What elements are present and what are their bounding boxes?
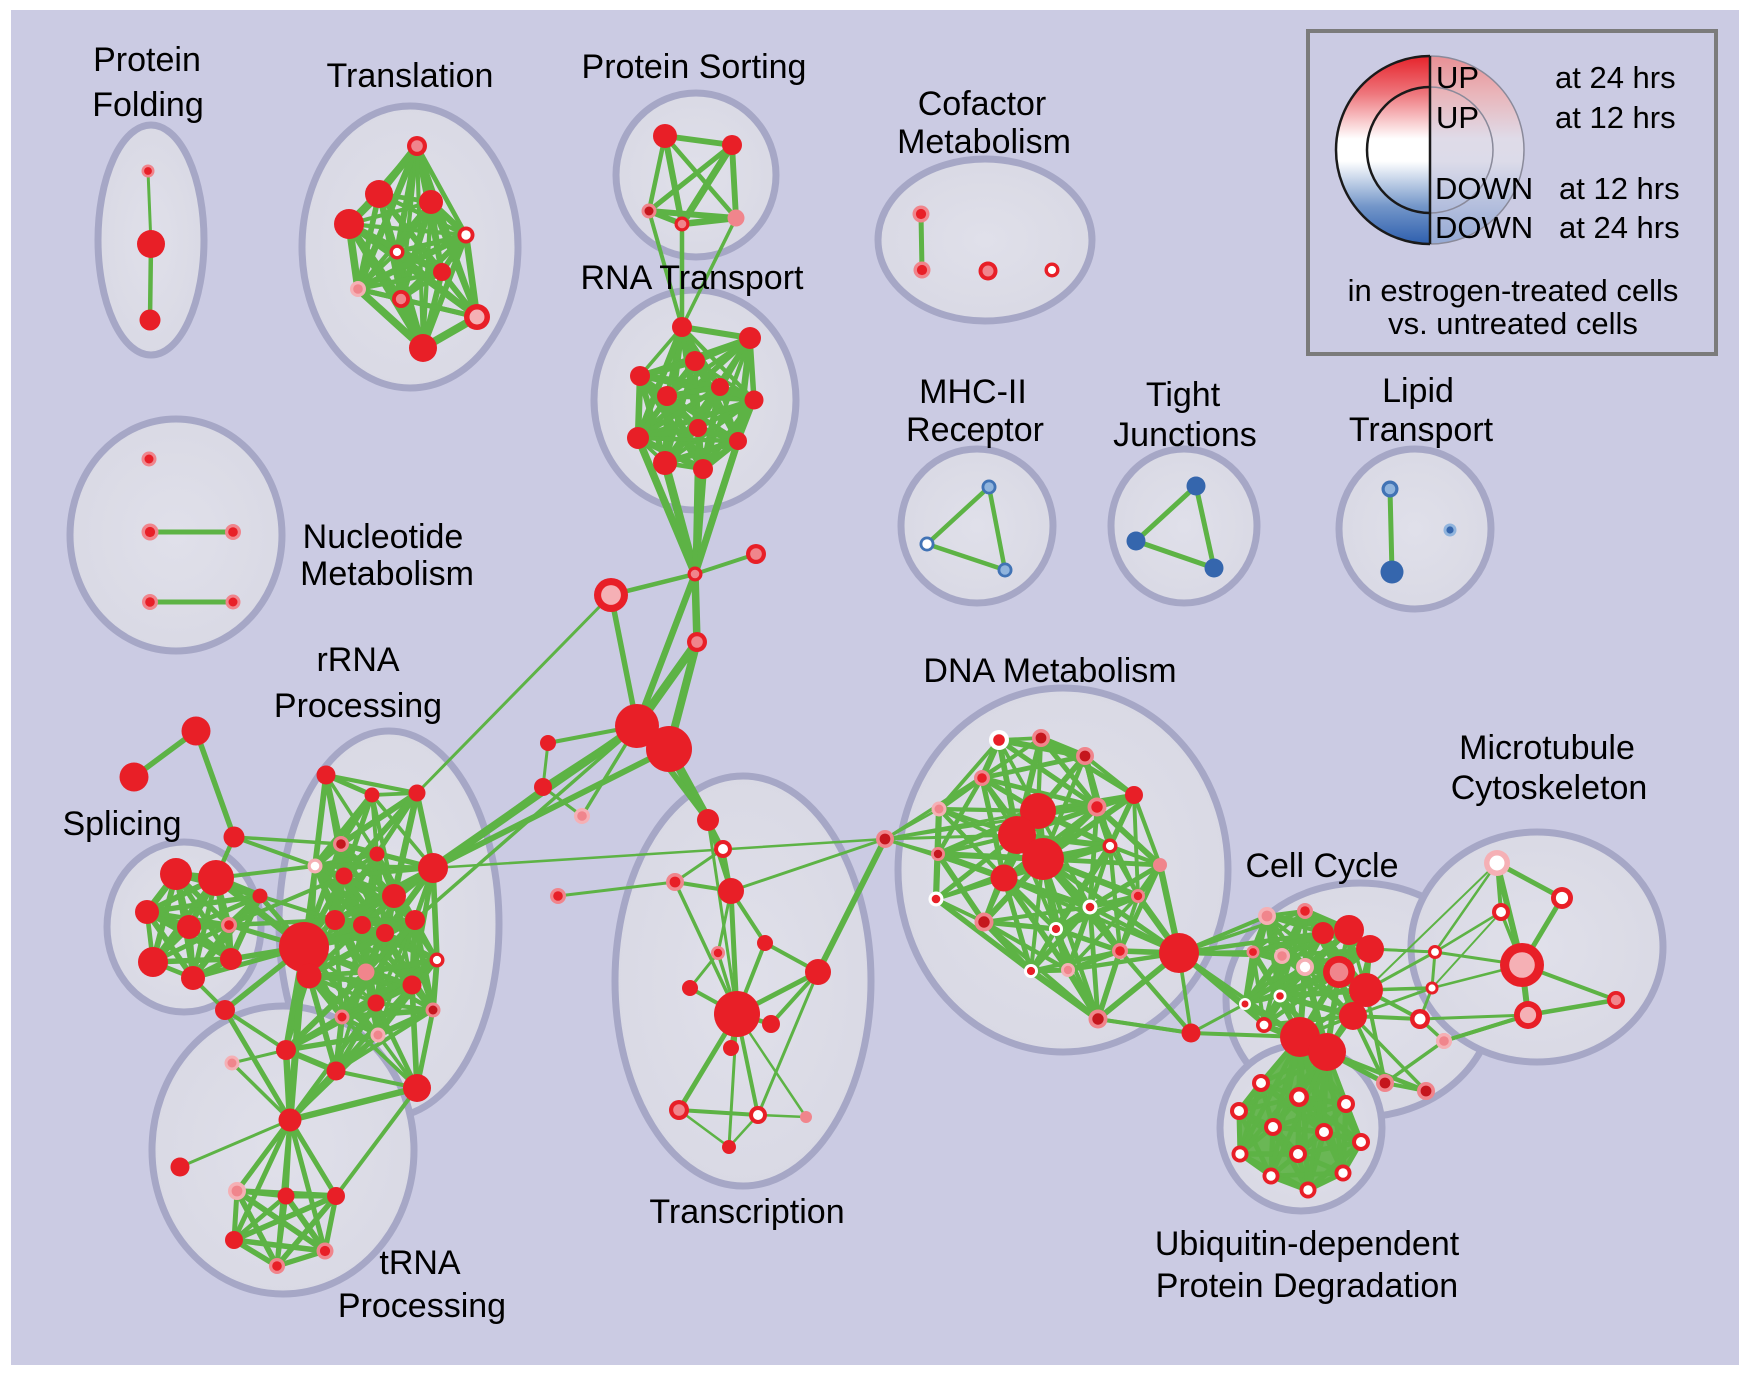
svg-text:Metabolism: Metabolism [897,123,1071,161]
svg-text:Receptor: Receptor [906,411,1044,449]
svg-text:Nucleotide: Nucleotide [303,518,464,556]
svg-text:rRNA: rRNA [316,641,399,679]
svg-text:Processing: Processing [338,1287,506,1325]
svg-text:Cofactor: Cofactor [918,85,1047,123]
svg-text:Translation: Translation [327,57,494,95]
svg-text:Lipid: Lipid [1382,372,1454,410]
svg-text:Junctions: Junctions [1113,416,1257,454]
svg-text:UP: UP [1436,100,1479,135]
svg-text:at 12 hrs: at 12 hrs [1559,171,1680,206]
svg-text:tRNA: tRNA [379,1244,461,1282]
svg-text:MHC-II: MHC-II [919,373,1027,411]
svg-text:UP: UP [1436,60,1479,95]
svg-text:at 24 hrs: at 24 hrs [1555,60,1676,95]
svg-text:in estrogen-treated cells: in estrogen-treated cells [1348,273,1679,308]
svg-text:Ubiquitin-dependent: Ubiquitin-dependent [1155,1225,1460,1263]
svg-text:Protein: Protein [93,41,201,79]
svg-text:Microtubule: Microtubule [1459,729,1635,767]
svg-text:Tight: Tight [1146,376,1221,414]
svg-text:Transport: Transport [1349,411,1494,449]
svg-text:Processing: Processing [274,687,442,725]
svg-text:at 24 hrs: at 24 hrs [1559,210,1680,245]
svg-text:Transcription: Transcription [649,1193,844,1231]
svg-text:DOWN: DOWN [1435,210,1533,245]
svg-text:Splicing: Splicing [62,805,181,843]
svg-text:Protein Sorting: Protein Sorting [582,48,807,86]
svg-text:Cytoskeleton: Cytoskeleton [1451,769,1648,807]
svg-text:RNA Transport: RNA Transport [581,259,805,297]
svg-text:DNA Metabolism: DNA Metabolism [923,652,1176,690]
svg-text:Protein Degradation: Protein Degradation [1156,1267,1458,1305]
svg-text:at 12 hrs: at 12 hrs [1555,100,1676,135]
svg-text:Cell Cycle: Cell Cycle [1245,847,1398,885]
svg-text:vs. untreated cells: vs. untreated cells [1388,306,1638,341]
svg-text:DOWN: DOWN [1435,171,1533,206]
svg-text:Folding: Folding [92,86,204,124]
svg-text:Metabolism: Metabolism [300,555,474,593]
